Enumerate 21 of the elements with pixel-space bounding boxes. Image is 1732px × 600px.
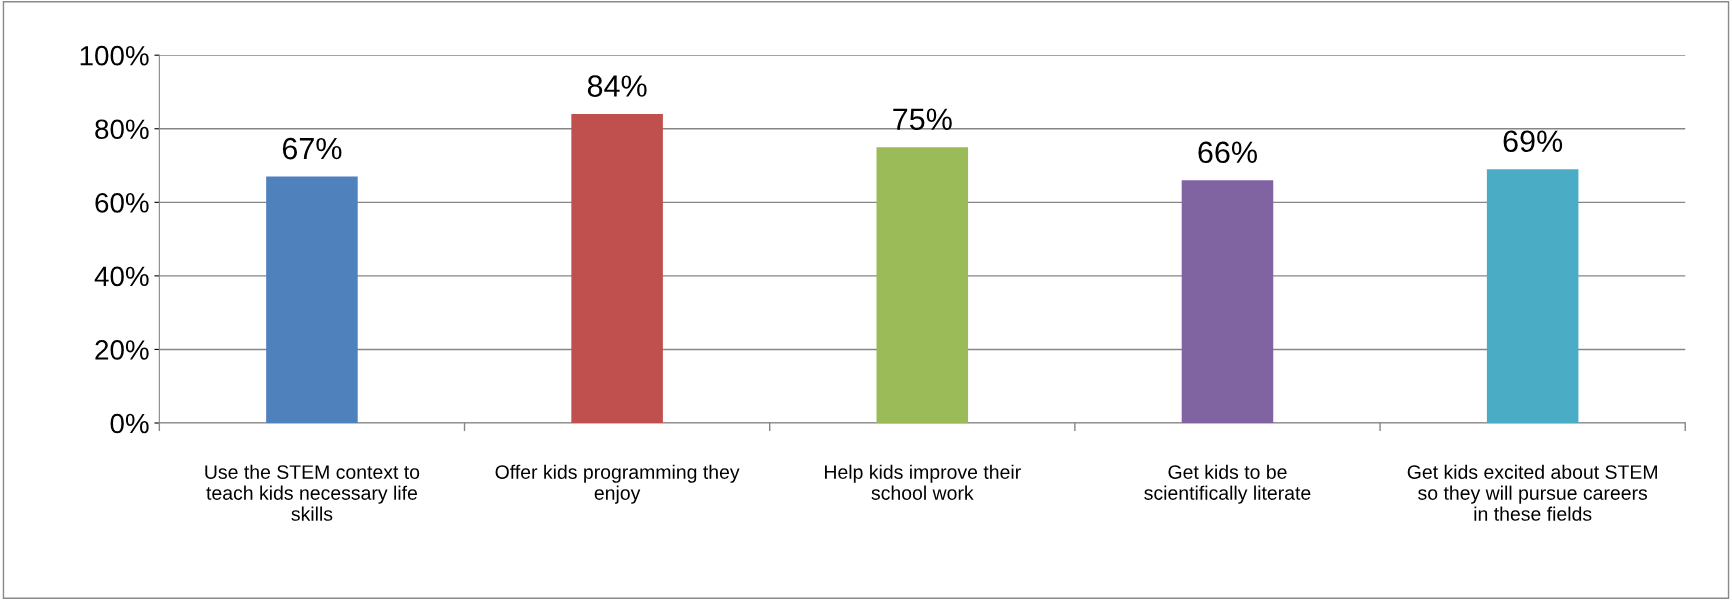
bar: [1486, 169, 1579, 423]
y-tick-label: 80%: [95, 119, 149, 140]
y-tick-label: 100%: [80, 45, 149, 66]
data-label: 66%: [1198, 141, 1257, 164]
bar: [571, 114, 663, 423]
x-tick-label: Use the STEM context to teach kids necessary life skills: [205, 464, 420, 521]
data-label: 75%: [893, 108, 952, 130]
y-tick-label: 0%: [110, 413, 149, 434]
y-tick-label: 20%: [95, 340, 149, 360]
y-tick-label: 60%: [95, 192, 149, 213]
data-label: 84%: [587, 75, 647, 97]
data-label: 67%: [282, 137, 342, 160]
x-tick-label: Get kids excited about STEM so they will pursue careers in these fields: [1407, 464, 1657, 521]
x-tick-label: Get kids to be scientifically literate: [1144, 464, 1311, 504]
x-tick-label: Help kids improve their school work: [825, 464, 1021, 500]
bar: [1181, 180, 1274, 423]
data-label: 69%: [1503, 130, 1563, 153]
bar: [876, 147, 969, 423]
x-tick-label: Offer kids programming they enjoy: [495, 464, 740, 504]
bar: [266, 176, 358, 423]
y-tick-label: 40%: [94, 266, 149, 287]
